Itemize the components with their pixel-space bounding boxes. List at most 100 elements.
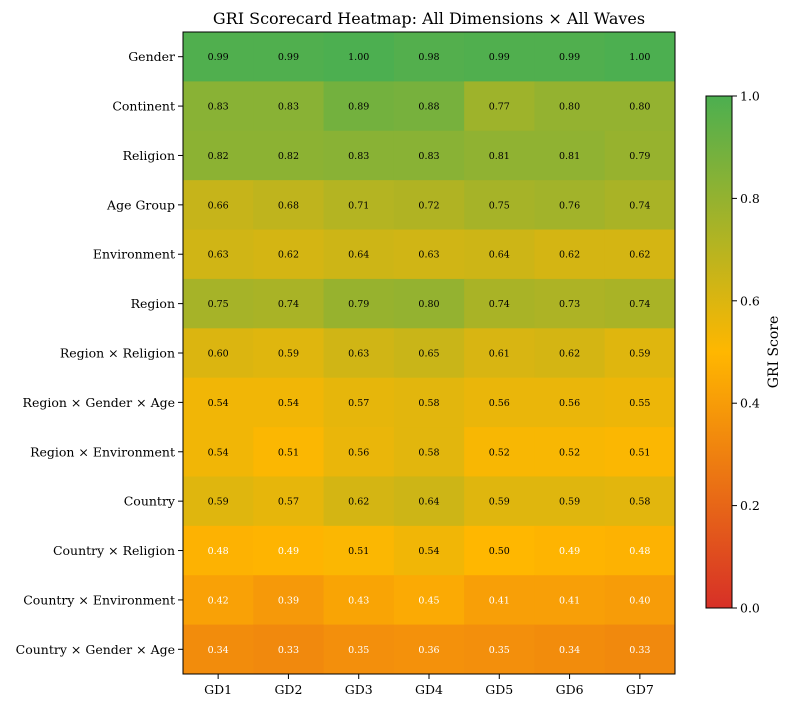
cell-value-label: 0.35 [348, 645, 369, 656]
heatmap-cell [464, 278, 535, 329]
cell-value-label: 0.57 [348, 398, 369, 409]
heatmap-cell [323, 427, 395, 477]
cell-value-label: 0.33 [278, 645, 299, 656]
heatmap-cell [253, 377, 325, 428]
heatmap-cell [534, 229, 606, 280]
cell-value-label: 0.64 [489, 250, 510, 261]
cell-value-label: 0.51 [278, 447, 299, 458]
heatmap-cell [253, 81, 325, 132]
cell-value-label: 0.62 [559, 349, 580, 360]
heatmap-cell [253, 278, 325, 329]
heatmap-cell [393, 575, 465, 626]
cell-value-label: 0.98 [418, 52, 439, 63]
cell-value-label: 0.41 [489, 595, 510, 606]
heatmap-cell [464, 32, 535, 82]
cell-value-label: 0.64 [418, 497, 439, 508]
cell-value-label: 0.58 [418, 398, 439, 409]
colorbar-tick-label: 1.0 [740, 89, 760, 104]
column-label: GD2 [274, 682, 302, 697]
heatmap-cell [534, 377, 606, 428]
row-label: Country [124, 494, 176, 509]
row-label: Gender [128, 49, 175, 64]
cell-value-label: 0.81 [559, 151, 580, 162]
heatmap-cell [183, 180, 254, 231]
heatmap-cell [323, 328, 395, 379]
heatmap-cell [253, 525, 325, 576]
heatmap-cell [183, 130, 254, 181]
column-label: GD3 [345, 682, 373, 697]
cell-value-label: 0.66 [208, 200, 229, 211]
heatmap-cell [183, 328, 254, 379]
row-label: Region [131, 296, 175, 311]
row-label: Region × Religion [60, 346, 175, 361]
cell-value-label: 0.56 [559, 398, 580, 409]
cell-value-label: 0.34 [559, 645, 580, 656]
cell-value-label: 0.57 [278, 497, 299, 508]
cell-value-label: 0.50 [489, 546, 510, 557]
heatmap-cell [323, 32, 395, 82]
heatmap-cell [253, 130, 325, 181]
heatmap-cell [183, 377, 254, 428]
cell-value-label: 0.43 [348, 595, 369, 606]
cell-value-label: 0.76 [559, 200, 580, 211]
heatmap-cell [604, 377, 676, 428]
cell-value-label: 0.58 [629, 497, 650, 508]
heatmap-cell [183, 427, 254, 477]
heatmap-cells: 0.99 0.99 1.00 0.98 0.99 0.99 1.00 0.83 0.83 0.89… [183, 32, 676, 675]
colorbar-tick-label: 0.0 [740, 601, 760, 616]
heatmap-cell [323, 624, 395, 675]
heatmap-cell [253, 575, 325, 626]
heatmap-cell [183, 476, 254, 527]
column-label: GD5 [485, 682, 513, 697]
heatmap-cell [253, 32, 325, 82]
cell-value-label: 0.88 [418, 102, 439, 113]
heatmap-cell [604, 278, 676, 329]
cell-value-label: 0.77 [489, 102, 510, 113]
row-label: Continent [112, 99, 175, 114]
cell-value-label: 0.54 [208, 398, 229, 409]
heatmap-cell [183, 278, 254, 329]
heatmap-cell [464, 180, 535, 231]
cell-value-label: 0.63 [418, 250, 439, 261]
cell-value-label: 0.55 [629, 398, 650, 409]
cell-value-label: 0.74 [629, 200, 650, 211]
cell-value-label: 0.99 [208, 52, 229, 63]
heatmap-cell [464, 81, 535, 132]
column-label: GD6 [556, 682, 584, 697]
colorbar-label: GRI Score [766, 316, 782, 389]
cell-value-label: 0.72 [418, 200, 439, 211]
heatmap-cell [464, 328, 535, 379]
cell-value-label: 0.71 [348, 200, 369, 211]
heatmap-cell [393, 81, 465, 132]
cell-value-label: 0.52 [559, 447, 580, 458]
cell-value-label: 1.00 [348, 52, 369, 63]
heatmap-cell [183, 624, 254, 675]
heatmap-cell [323, 81, 395, 132]
heatmap-cell [253, 328, 325, 379]
heatmap-cell [604, 525, 676, 576]
heatmap-cell [534, 32, 606, 82]
colorbar-tick-label: 0.6 [740, 293, 760, 308]
heatmap-cell [534, 180, 606, 231]
row-label: Age Group [106, 197, 175, 212]
heatmap-cell [464, 377, 535, 428]
heatmap-cell [323, 229, 395, 280]
heatmap-cell [393, 229, 465, 280]
cell-value-label: 0.52 [489, 447, 510, 458]
colorbar-ticks: 0.0 0.2 0.4 0.6 0.8 1.0 [732, 89, 760, 616]
cell-value-label: 0.62 [559, 250, 580, 261]
column-label: GD1 [204, 682, 232, 697]
heatmap-cell [323, 525, 395, 576]
cell-value-label: 0.56 [348, 447, 369, 458]
heatmap-cell [323, 476, 395, 527]
cell-value-label: 0.82 [208, 151, 229, 162]
cell-value-label: 0.42 [208, 595, 229, 606]
cell-value-label: 0.80 [418, 299, 439, 310]
heatmap-cell [323, 180, 395, 231]
cell-value-label: 0.54 [418, 546, 439, 557]
cell-value-label: 0.83 [278, 102, 299, 113]
cell-value-label: 0.48 [629, 546, 650, 557]
heatmap-cell [253, 180, 325, 231]
cell-value-label: 0.74 [489, 299, 510, 310]
